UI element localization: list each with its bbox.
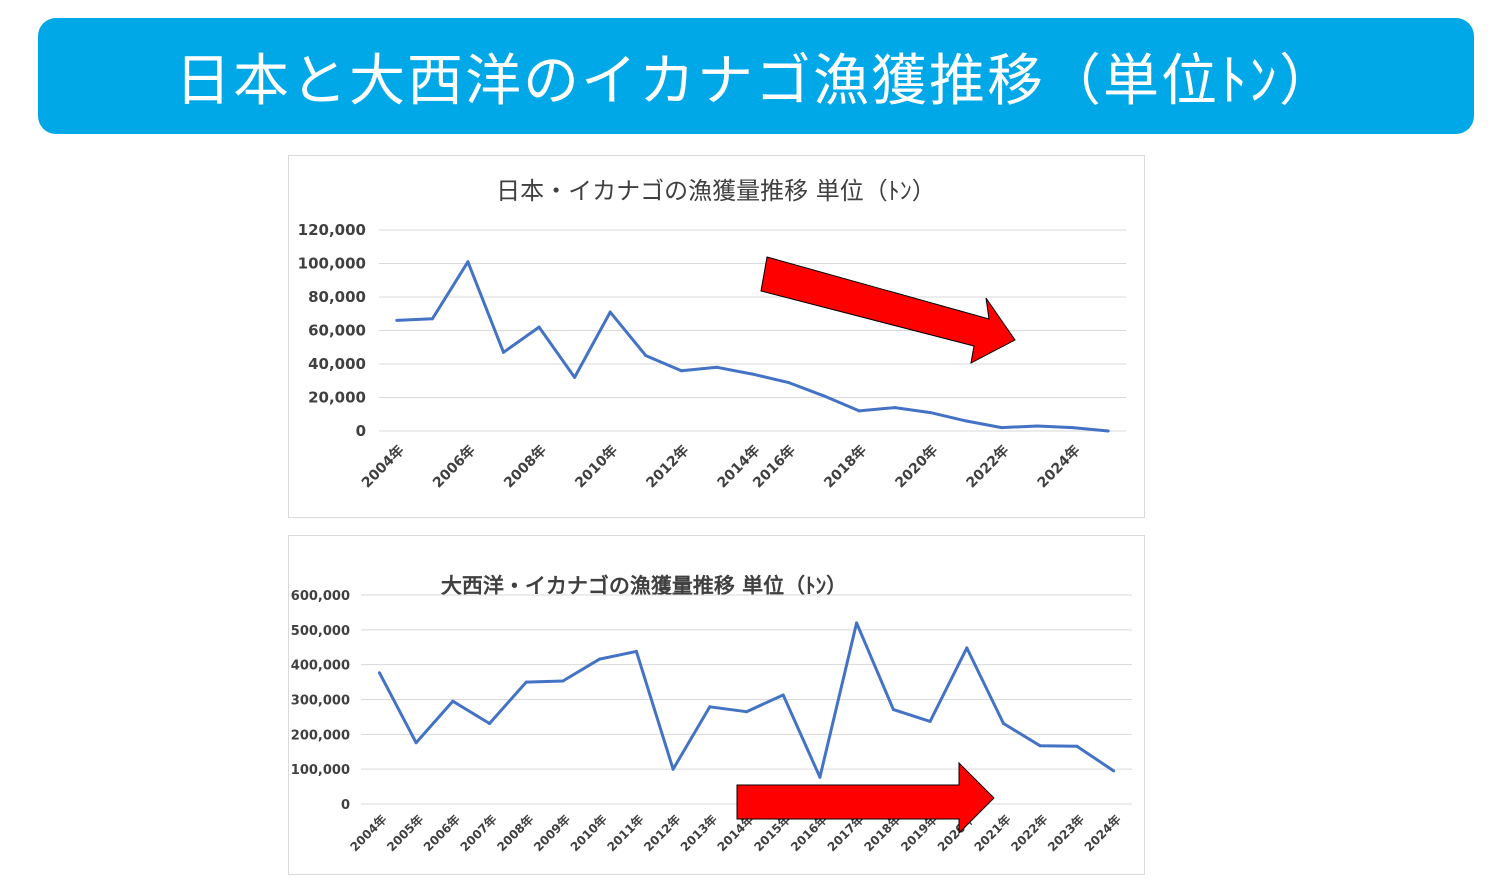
- atlantic-data-point: [525, 681, 528, 684]
- atlantic-data-point: [415, 741, 418, 744]
- atlantic-y-tick-label: 400,000: [291, 659, 350, 674]
- japan-x-tick-label: 2020年: [892, 442, 941, 491]
- japan-x-tick-label: 2012年: [643, 442, 692, 491]
- atlantic-x-tick-label: 2010年: [567, 812, 610, 855]
- japan-data-point: [751, 373, 754, 376]
- atlantic-y-tick-label: 500,000: [291, 624, 350, 639]
- atlantic-data-point: [708, 705, 711, 708]
- atlantic-data-point: [1002, 722, 1005, 725]
- japan-y-tick-label: 100,000: [298, 255, 366, 273]
- japan-data-point: [395, 319, 398, 322]
- atlantic-x-tick-label: 2008年: [494, 812, 537, 855]
- japan-chart-title: 日本・イカナゴの漁獲量推移 単位（ﾄﾝ）: [496, 177, 936, 205]
- atlantic-y-tick-label: 200,000: [291, 728, 350, 743]
- japan-data-point: [858, 409, 861, 412]
- japan-data-point: [644, 354, 647, 357]
- atlantic-x-tick-label: 2021年: [971, 812, 1014, 855]
- japan-data-point: [715, 366, 718, 369]
- atlantic-x-tick-label: 2005年: [383, 812, 426, 855]
- japan-x-tick-label: 2006年: [429, 442, 478, 491]
- japan-data-point: [1036, 425, 1039, 428]
- atlantic-data-point: [451, 700, 454, 703]
- japan-y-tick-label: 120,000: [298, 221, 366, 239]
- atlantic-data-point: [1112, 769, 1115, 772]
- japan-data-point: [609, 311, 612, 314]
- atlantic-x-tick-label: 2009年: [530, 812, 573, 855]
- atlantic-x-tick-label: 2024年: [1081, 812, 1124, 855]
- japan-chart-panel: 日本・イカナゴの漁獲量推移 単位（ﾄﾝ） 0 20,000 40,000 60,000 8…: [288, 155, 1145, 518]
- japan-y-tick-label: 20,000: [308, 389, 366, 407]
- banner-title: 日本と大西洋のイカナゴ漁獲推移（単位ﾄﾝ）: [175, 36, 1337, 117]
- japan-chart: 日本・イカナゴの漁獲量推移 単位（ﾄﾝ） 0 20,000 40,000 60,000 8…: [289, 156, 1144, 517]
- atlantic-data-point: [892, 708, 895, 711]
- japan-data-point: [1000, 426, 1003, 429]
- japan-x-tick-label: 2004年: [358, 442, 407, 491]
- japan-data-point: [893, 406, 896, 409]
- japan-data-point: [964, 419, 967, 422]
- japan-data-point: [502, 351, 505, 354]
- atlantic-x-tick-label: 2007年: [457, 812, 500, 855]
- japan-y-tick-label: 60,000: [308, 322, 366, 340]
- japan-data-point: [680, 369, 683, 372]
- japan-x-tick-label: 2024年: [1034, 442, 1083, 491]
- atlantic-x-tick-label: 2012年: [640, 812, 683, 855]
- atlantic-data-point: [818, 776, 821, 779]
- atlantic-data-point: [782, 694, 785, 697]
- atlantic-data-point: [378, 671, 381, 674]
- japan-data-point: [466, 260, 469, 263]
- atlantic-y-tick-label: 0: [341, 798, 350, 813]
- japan-y-tick-label: 0: [356, 422, 366, 440]
- atlantic-data-point: [1075, 745, 1078, 748]
- atlantic-data-point: [635, 650, 638, 653]
- japan-data-point: [787, 381, 790, 384]
- japan-x-tick-label: 2022年: [963, 442, 1012, 491]
- atlantic-chart: 大西洋・イカナゴの漁獲量推移 単位（ﾄﾝ） 0 100,000 200,000 300,…: [289, 536, 1144, 874]
- atlantic-data-point: [965, 646, 968, 649]
- japan-y-tick-label: 80,000: [308, 288, 366, 306]
- japan-data-point: [822, 394, 825, 397]
- atlantic-data-point: [1039, 744, 1042, 747]
- atlantic-series-line: [379, 623, 1113, 777]
- atlantic-data-point: [929, 720, 932, 723]
- japan-x-tick-label: 2018年: [821, 442, 870, 491]
- atlantic-x-tick-label: 2004年: [347, 812, 390, 855]
- atlantic-y-tick-label: 300,000: [291, 694, 350, 709]
- atlantic-x-tick-label: 2023年: [1044, 812, 1087, 855]
- atlantic-y-tick-label: 600,000: [291, 589, 350, 604]
- atlantic-data-point: [561, 680, 564, 683]
- atlantic-x-tick-label: 2022年: [1008, 812, 1051, 855]
- japan-data-point: [929, 411, 932, 414]
- japan-data-point: [538, 326, 541, 329]
- japan-trend-arrow: [761, 257, 1015, 363]
- atlantic-data-point: [488, 722, 491, 725]
- atlantic-data-point: [855, 621, 858, 624]
- atlantic-data-point: [598, 658, 601, 661]
- atlantic-chart-title: 大西洋・イカナゴの漁獲量推移 単位（ﾄﾝ）: [441, 574, 847, 598]
- atlantic-data-point: [672, 768, 675, 771]
- atlantic-y-tick-label: 100,000: [291, 763, 350, 778]
- atlantic-x-tick-label: 2013年: [677, 812, 720, 855]
- japan-data-point: [1107, 430, 1110, 433]
- japan-x-tick-label: 2010年: [572, 442, 621, 491]
- title-banner: 日本と大西洋のイカナゴ漁獲推移（単位ﾄﾝ）: [38, 18, 1474, 134]
- japan-x-tick-label: 2008年: [500, 442, 549, 491]
- japan-data-point: [431, 317, 434, 320]
- japan-y-tick-label: 40,000: [308, 355, 366, 373]
- atlantic-chart-panel: 大西洋・イカナゴの漁獲量推移 単位（ﾄﾝ） 0 100,000 200,000 300,…: [288, 535, 1145, 875]
- atlantic-x-tick-label: 2011年: [604, 812, 647, 855]
- japan-data-point: [1071, 426, 1074, 429]
- atlantic-data-point: [745, 710, 748, 713]
- atlantic-x-tick-label: 2006年: [420, 812, 463, 855]
- japan-data-point: [573, 376, 576, 379]
